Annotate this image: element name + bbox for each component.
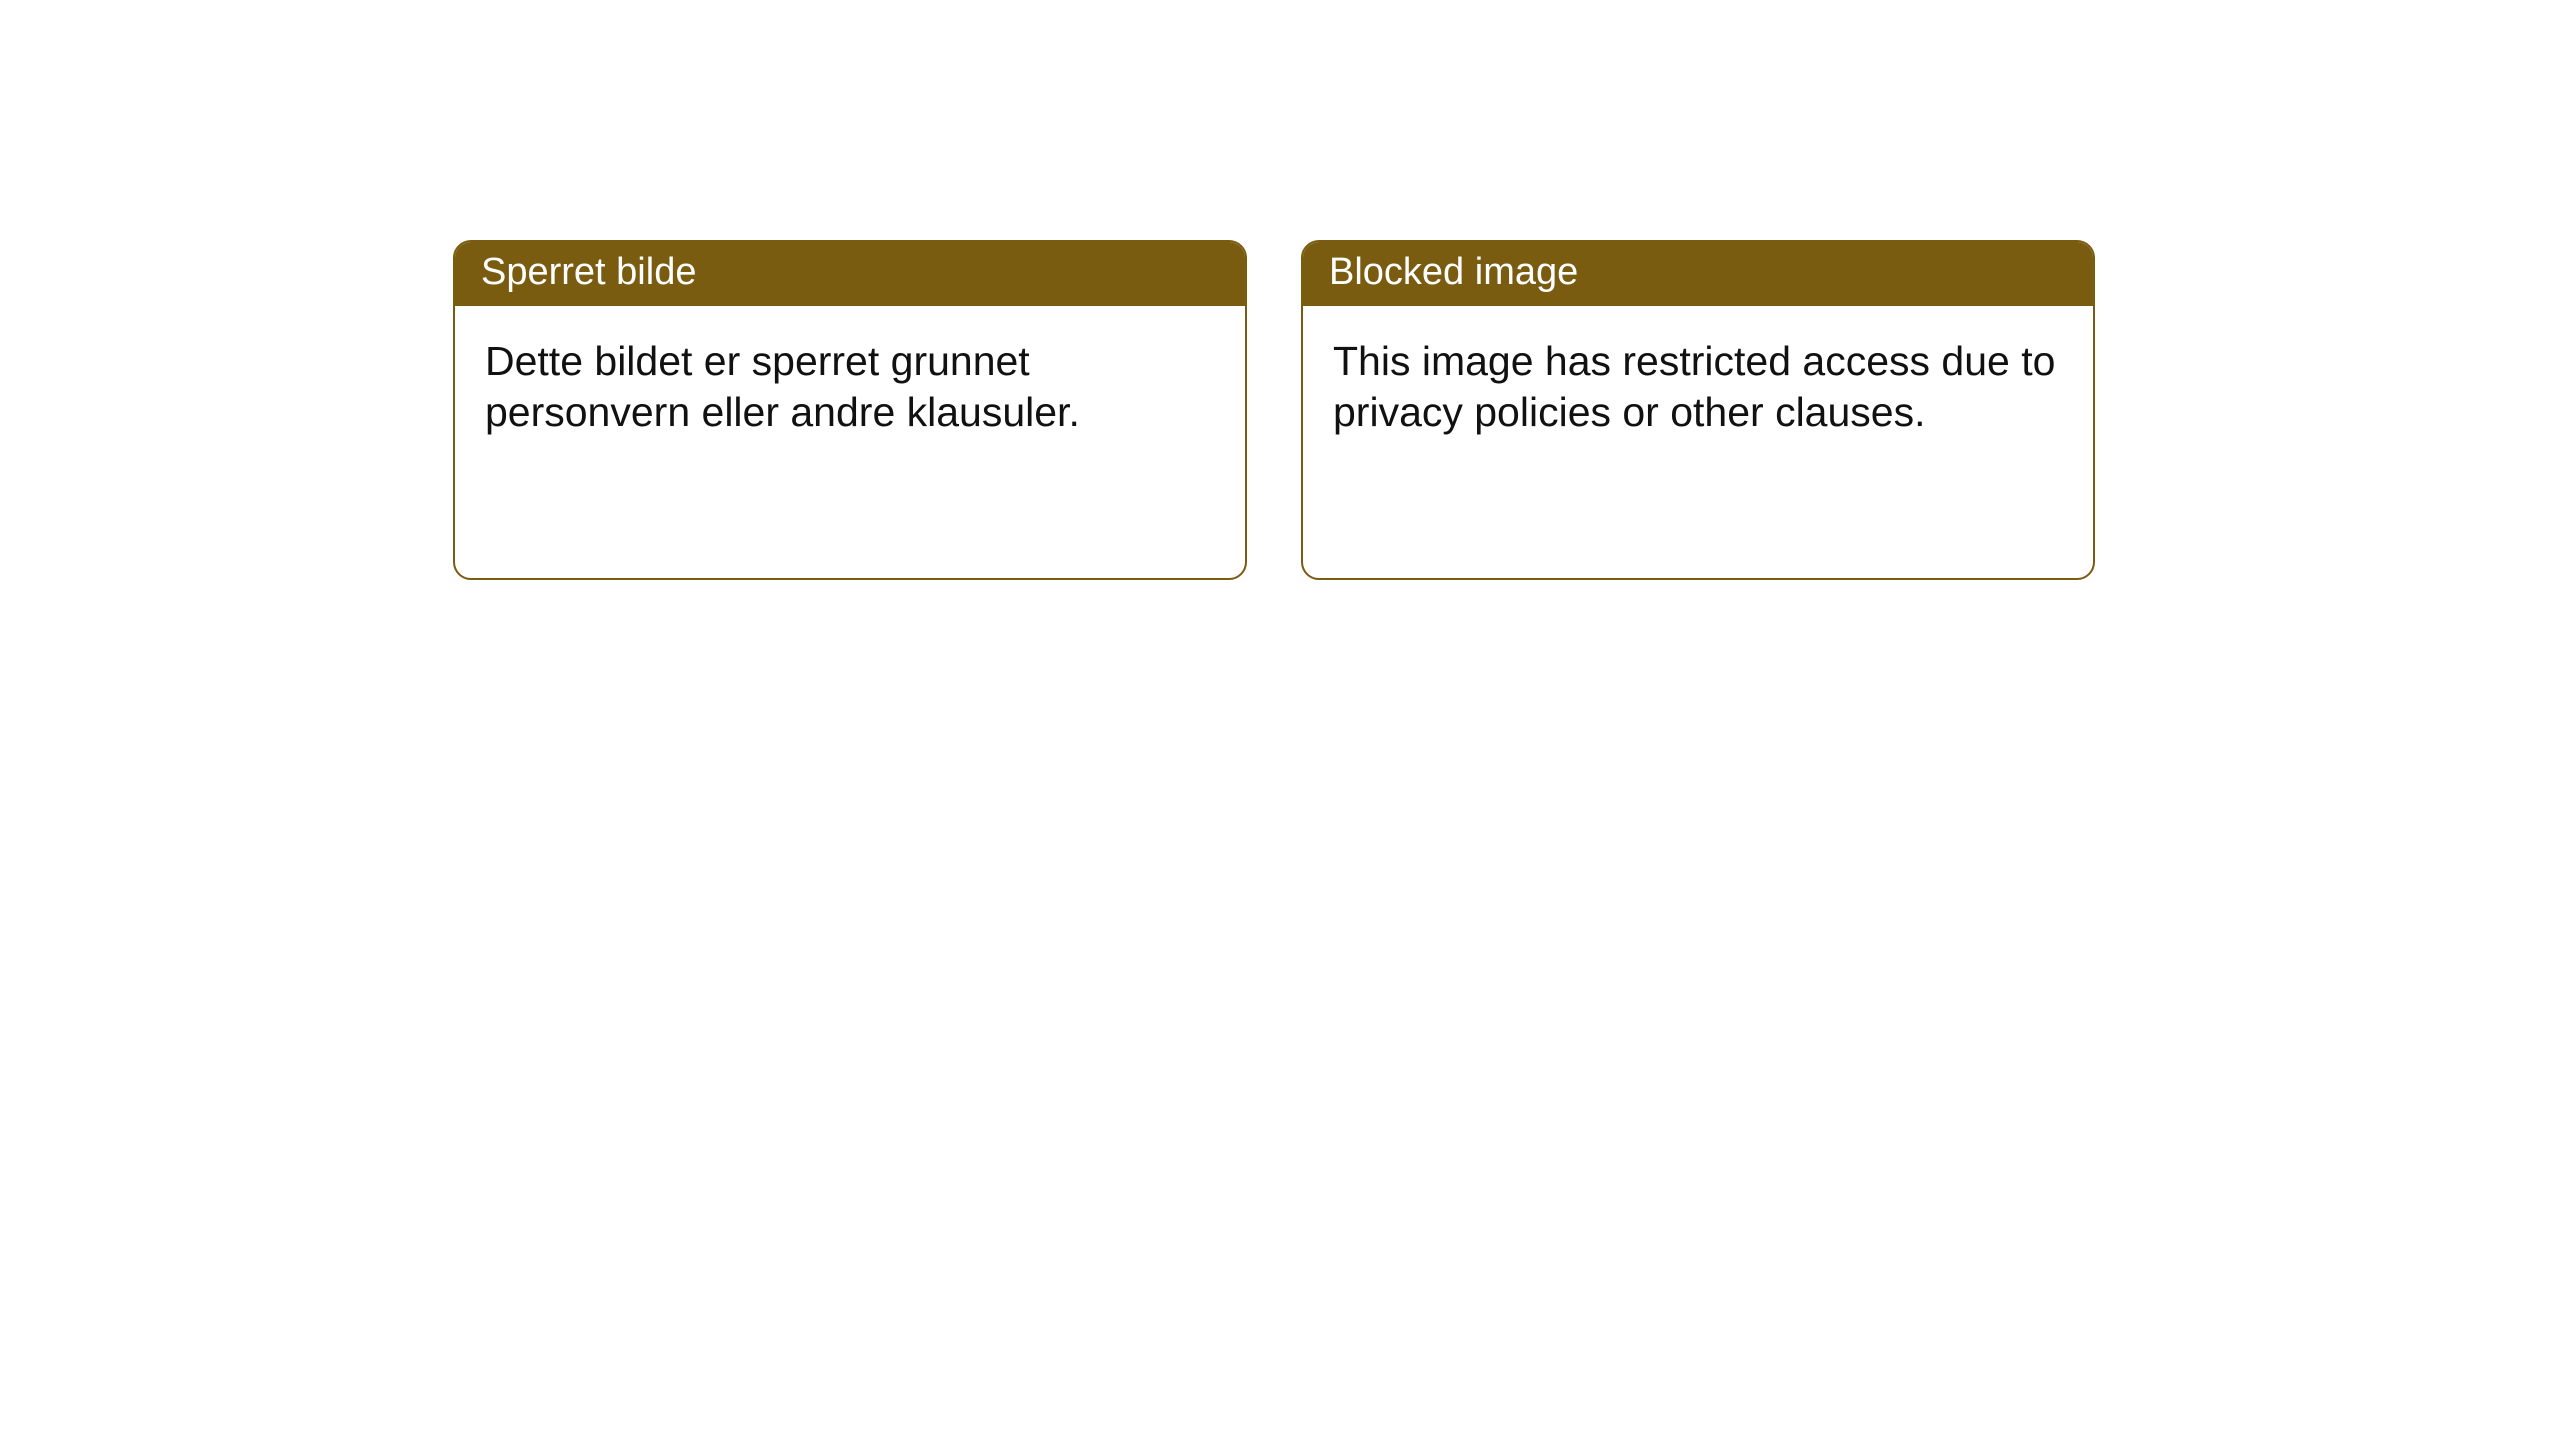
notice-card-header: Blocked image [1303, 242, 2093, 306]
notice-container: Sperret bilde Dette bildet er sperret gr… [453, 240, 2095, 580]
notice-card-header: Sperret bilde [455, 242, 1245, 306]
notice-card-body: This image has restricted access due to … [1303, 306, 2093, 578]
notice-card-body: Dette bildet er sperret grunnet personve… [455, 306, 1245, 578]
notice-card-norwegian: Sperret bilde Dette bildet er sperret gr… [453, 240, 1247, 580]
notice-card-english: Blocked image This image has restricted … [1301, 240, 2095, 580]
